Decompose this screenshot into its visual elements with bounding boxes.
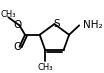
Text: CH₃: CH₃ — [37, 63, 53, 72]
Text: S: S — [53, 19, 60, 29]
Text: O: O — [13, 20, 21, 30]
Text: O: O — [13, 42, 21, 52]
Text: NH₂: NH₂ — [83, 20, 103, 30]
Text: CH₃: CH₃ — [1, 10, 16, 19]
